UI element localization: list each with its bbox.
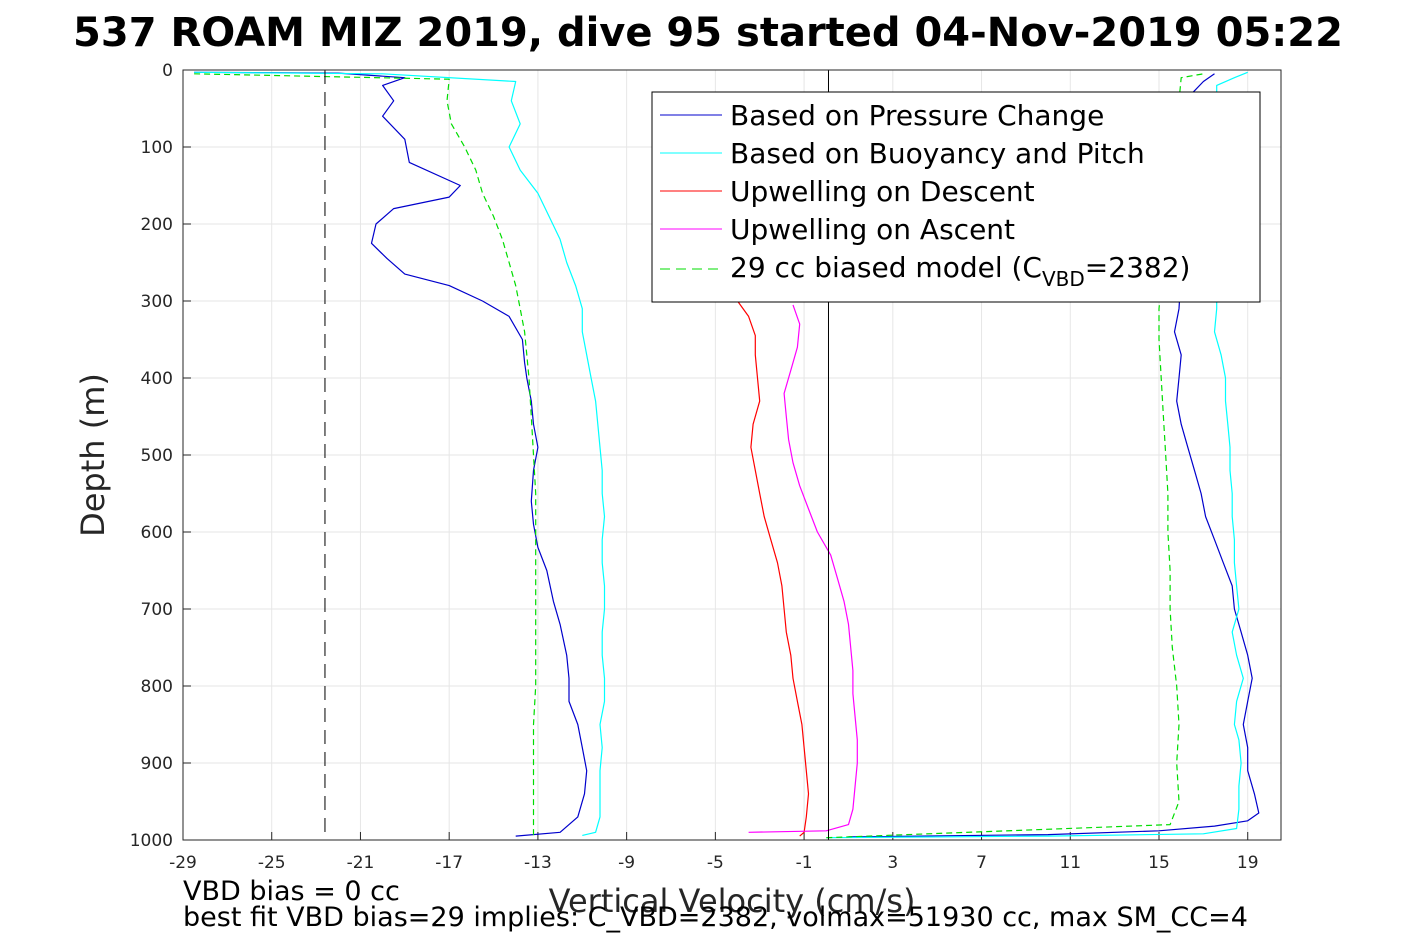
x-axis: -29 -25 -21 -17 -13 -9 -5 -1 3 7 11 15 19 xyxy=(169,832,1259,873)
y-tick-label: 500 xyxy=(141,446,173,466)
x-tick-label: -1 xyxy=(796,853,813,873)
x-tick-label: -21 xyxy=(347,853,375,873)
x-tick-label: -5 xyxy=(707,853,724,873)
legend-entry-pressure: Based on Pressure Change xyxy=(730,99,1104,132)
x-tick-label: 11 xyxy=(1059,853,1081,873)
legend-entry-model: 29 cc biased model (CVBD=2382) xyxy=(730,251,1190,291)
series-biased-model-ascent xyxy=(826,73,1204,839)
y-tick-label: 200 xyxy=(141,215,173,235)
plot-frame xyxy=(182,69,1282,841)
x-axis-label: Vertical Velocity (cm/s) xyxy=(549,882,916,920)
legend-entry-descent: Upwelling on Descent xyxy=(730,175,1035,208)
y-axis-label: Depth (m) xyxy=(74,373,112,537)
x-tick-label: 3 xyxy=(887,853,898,873)
y-tick-label: 100 xyxy=(141,138,173,158)
vbd-bias-note: VBD bias = 0 cc xyxy=(183,876,400,907)
y-tick-label: 1000 xyxy=(130,831,173,851)
legend-model-pre: 29 cc biased model (C xyxy=(730,251,1042,284)
x-tick-label: -9 xyxy=(618,853,635,873)
x-tick-label: -29 xyxy=(169,853,197,873)
series-pressure-change-descent xyxy=(194,71,588,837)
legend-entry-ascent: Upwelling on Ascent xyxy=(730,213,1015,246)
y-axis: 0 100 200 300 400 500 600 700 800 900 1000 xyxy=(130,61,191,851)
x-tick-label: 15 xyxy=(1148,853,1170,873)
series-upwelling-ascent-ascent xyxy=(748,304,858,833)
legend-model-sub: VBD xyxy=(1042,267,1085,291)
x-tick-label: 19 xyxy=(1237,853,1259,873)
x-tick-label: -17 xyxy=(435,853,463,873)
legend: Based on Pressure Change Based on Buoyan… xyxy=(651,91,1261,303)
y-tick-label: 600 xyxy=(141,523,173,543)
legend-model-post: =2382) xyxy=(1085,251,1191,284)
y-tick-label: 300 xyxy=(141,292,173,312)
series-pressure-change-ascent xyxy=(848,73,1260,838)
x-tick-label: -25 xyxy=(258,853,286,873)
y-tick-label: 700 xyxy=(141,600,173,620)
chart-title: 537 ROAM MIZ 2019, dive 95 started 04-No… xyxy=(73,10,1343,56)
y-tick-label: 0 xyxy=(162,61,173,81)
y-tick-label: 400 xyxy=(141,369,173,389)
x-tick-label: 7 xyxy=(976,853,987,873)
series-layer xyxy=(194,71,1260,839)
y-tick-label: 800 xyxy=(141,677,173,697)
series-buoyancy-pitch-descent xyxy=(194,71,606,836)
x-tick-label: -13 xyxy=(524,853,552,873)
best-fit-note: best fit VBD bias=29 implies: C_VBD=2382… xyxy=(183,902,1248,933)
y-tick-label: 900 xyxy=(141,754,173,774)
series-upwelling-descent-descent xyxy=(737,300,810,837)
legend-box xyxy=(651,91,1261,303)
legend-entry-buoyancy: Based on Buoyancy and Pitch xyxy=(730,137,1145,170)
series-buoyancy-pitch-ascent xyxy=(826,71,1248,839)
